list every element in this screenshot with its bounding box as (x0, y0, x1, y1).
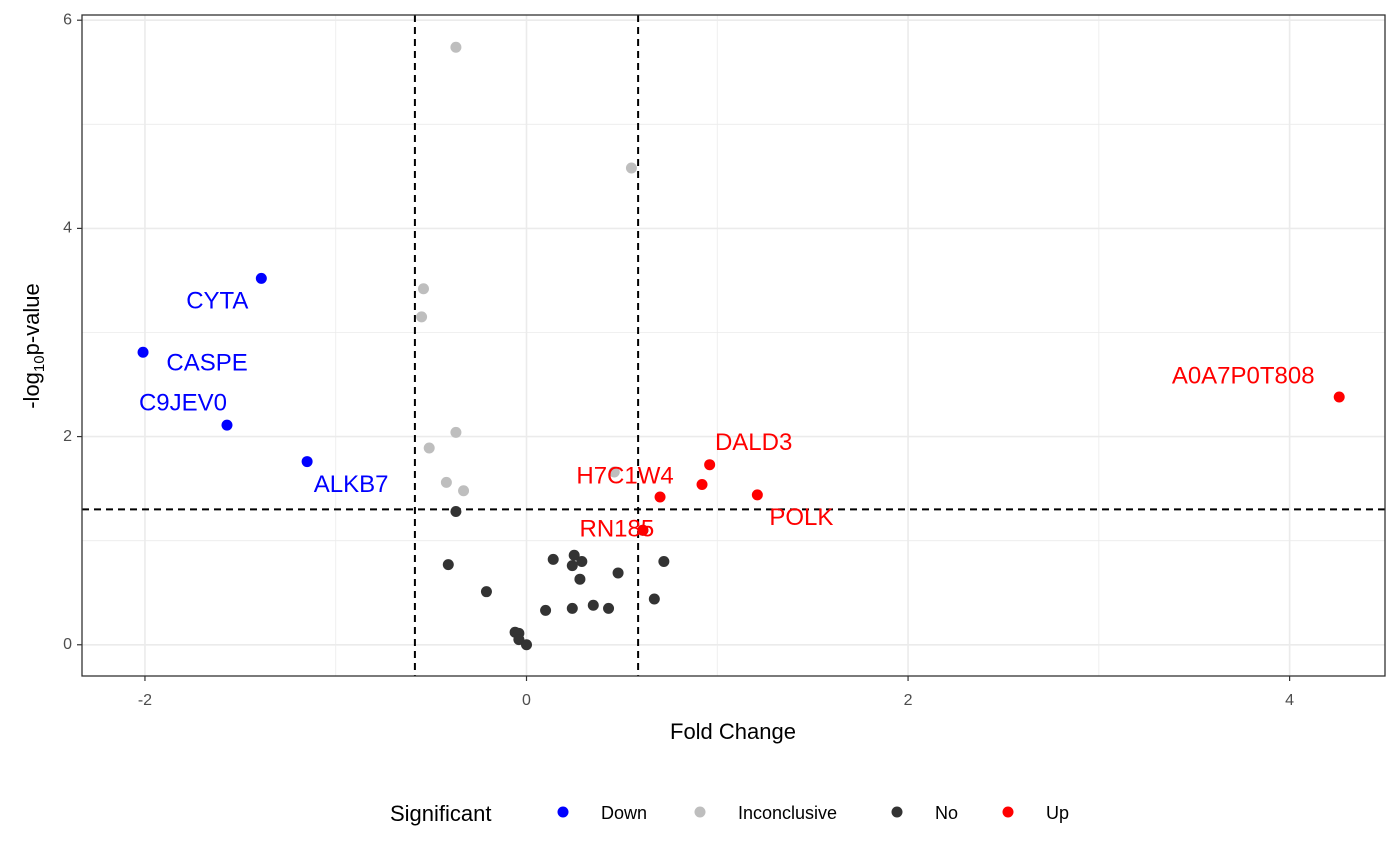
point-label: A0A7P0T808 (1172, 362, 1315, 389)
y-axis-title-tail: p-value (19, 283, 44, 355)
point-no (648, 593, 660, 605)
point-no (442, 559, 454, 571)
point-down (221, 419, 233, 431)
point-no (658, 555, 670, 567)
point-up (751, 489, 763, 501)
point-up (654, 491, 666, 503)
point-inconclusive (450, 41, 462, 53)
data-points (137, 41, 1345, 651)
point-up (696, 478, 708, 490)
point-no (603, 602, 615, 614)
point-no (521, 639, 533, 651)
legend: Significant Down Inconclusive No Up (390, 801, 1069, 826)
point-inconclusive (440, 476, 452, 488)
y-tick-label: 6 (63, 11, 72, 28)
x-axis-ticks: -2 0 2 4 (138, 676, 1294, 709)
y-tick-label: 0 (63, 636, 72, 653)
point-inconclusive (450, 426, 462, 438)
point-label: H7C1W4 (576, 462, 673, 489)
point-label: CYTA (186, 288, 248, 315)
point-no (450, 506, 462, 518)
point-inconclusive (417, 283, 429, 295)
legend-key-down (557, 806, 569, 818)
point-inconclusive (423, 442, 435, 454)
point-no (574, 573, 586, 585)
legend-key-inconclusive (694, 806, 706, 818)
legend-title: Significant (390, 801, 492, 826)
point-up (637, 524, 649, 536)
point-up (704, 459, 716, 471)
legend-key-no (891, 806, 903, 818)
point-up (1333, 391, 1345, 403)
y-tick-label: 4 (63, 220, 72, 237)
y-tick-label: 2 (63, 428, 72, 445)
point-no (566, 602, 578, 614)
point-down (301, 456, 313, 468)
point-inconclusive (608, 466, 620, 478)
point-no (568, 549, 580, 561)
point-inconclusive (458, 485, 470, 497)
legend-label-up: Up (1046, 803, 1069, 823)
point-down (137, 346, 149, 358)
point-no (547, 553, 559, 565)
point-labels: CYTA CASPE C9JEV0 ALKB7 A0A7P0T808 DALD3 H7C1W… (139, 288, 1315, 543)
point-label: C9JEV0 (139, 389, 227, 416)
point-inconclusive (416, 311, 428, 323)
x-tick-label: 0 (522, 692, 531, 709)
point-label: RN185 (580, 516, 655, 543)
y-axis-ticks: 0 2 4 6 (63, 11, 82, 653)
point-inconclusive (625, 162, 637, 174)
point-label: ALKB7 (314, 471, 389, 498)
point-no (566, 560, 578, 572)
plot-panel-border (81, 14, 1386, 677)
point-no (540, 604, 552, 616)
point-no (480, 586, 492, 598)
point-no (587, 599, 599, 611)
point-down (255, 272, 267, 284)
y-axis-title-subscript: 10 (31, 355, 48, 372)
legend-label-down: Down (601, 803, 647, 823)
point-label: DALD3 (715, 429, 792, 456)
threshold-lines (82, 15, 1385, 676)
point-no (576, 555, 588, 567)
x-tick-label: 4 (1285, 692, 1294, 709)
legend-label-no: No (935, 803, 958, 823)
point-label: POLK (769, 504, 833, 531)
major-gridlines (82, 15, 1385, 676)
legend-key-up (1002, 806, 1014, 818)
point-label: CASPE (166, 350, 247, 377)
y-axis-title-main: -log (19, 372, 44, 409)
legend-label-inconclusive: Inconclusive (738, 803, 837, 823)
minor-gridlines (82, 15, 1385, 676)
y-axis-title: -log10p-value (19, 283, 48, 409)
point-no (612, 567, 624, 579)
x-tick-label: -2 (138, 692, 152, 709)
x-axis-title: Fold Change (670, 719, 796, 744)
plot-background (82, 15, 1385, 676)
x-tick-label: 2 (904, 692, 913, 709)
